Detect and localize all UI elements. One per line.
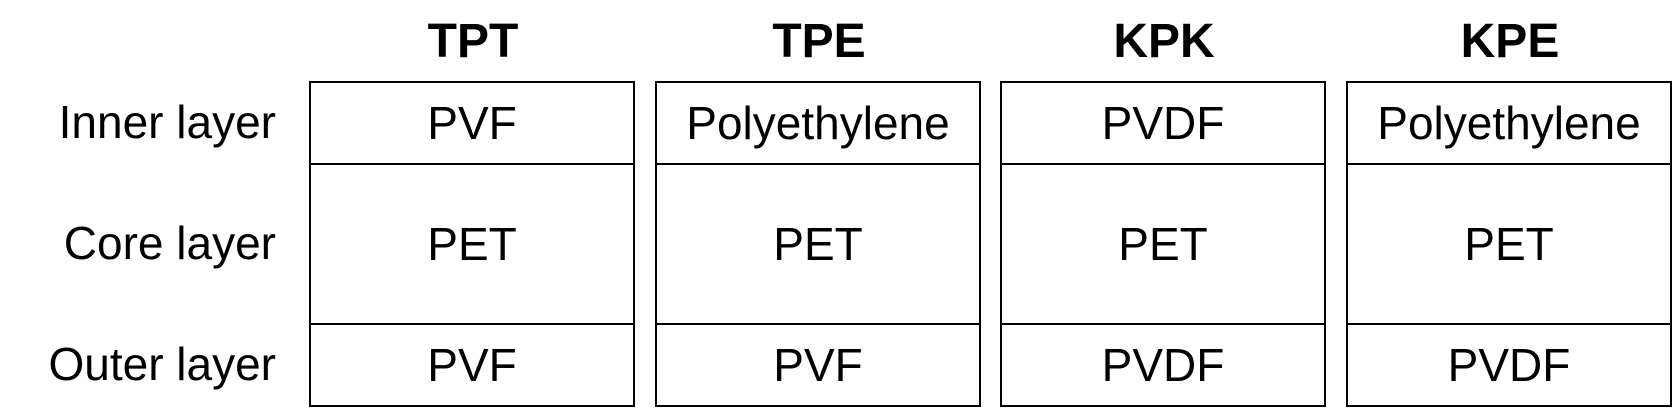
- core-layer-cell: PET: [657, 165, 979, 325]
- outer-layer-cell: PVDF: [1101, 339, 1225, 391]
- row-label-core: Core layer: [63, 217, 276, 269]
- layer-stack-tpt: PVF PET PVF: [309, 81, 635, 407]
- inner-layer-cell: Polyethylene: [657, 83, 979, 165]
- core-layer-cell: PET: [311, 165, 633, 325]
- row-label-outer: Outer layer: [48, 338, 276, 390]
- inner-layer-cell: PVDF: [1002, 83, 1324, 165]
- inner-layer-cell: Polyethylene: [1348, 83, 1670, 165]
- column-title-kpe: KPE: [1460, 14, 1560, 68]
- layer-stack-kpe: Polyethylene PET PVDF: [1346, 81, 1672, 407]
- layer-stack-tpe: Polyethylene PET PVF: [655, 81, 981, 407]
- column-title-tpe: TPE: [772, 14, 866, 68]
- outer-layer-cell: PVDF: [1447, 339, 1571, 391]
- column-title-kpk: KPK: [1113, 14, 1215, 68]
- core-layer-cell: PET: [1348, 165, 1670, 325]
- core-layer-cell: PET: [1002, 165, 1324, 325]
- outer-layer-cell: PVF: [427, 339, 517, 391]
- layer-stack-kpk: PVDF PET PVDF: [1000, 81, 1326, 407]
- row-label-inner: Inner layer: [58, 96, 276, 148]
- inner-layer-cell: PVF: [311, 83, 633, 165]
- column-title-tpt: TPT: [427, 14, 519, 68]
- outer-layer-cell: PVF: [773, 339, 863, 391]
